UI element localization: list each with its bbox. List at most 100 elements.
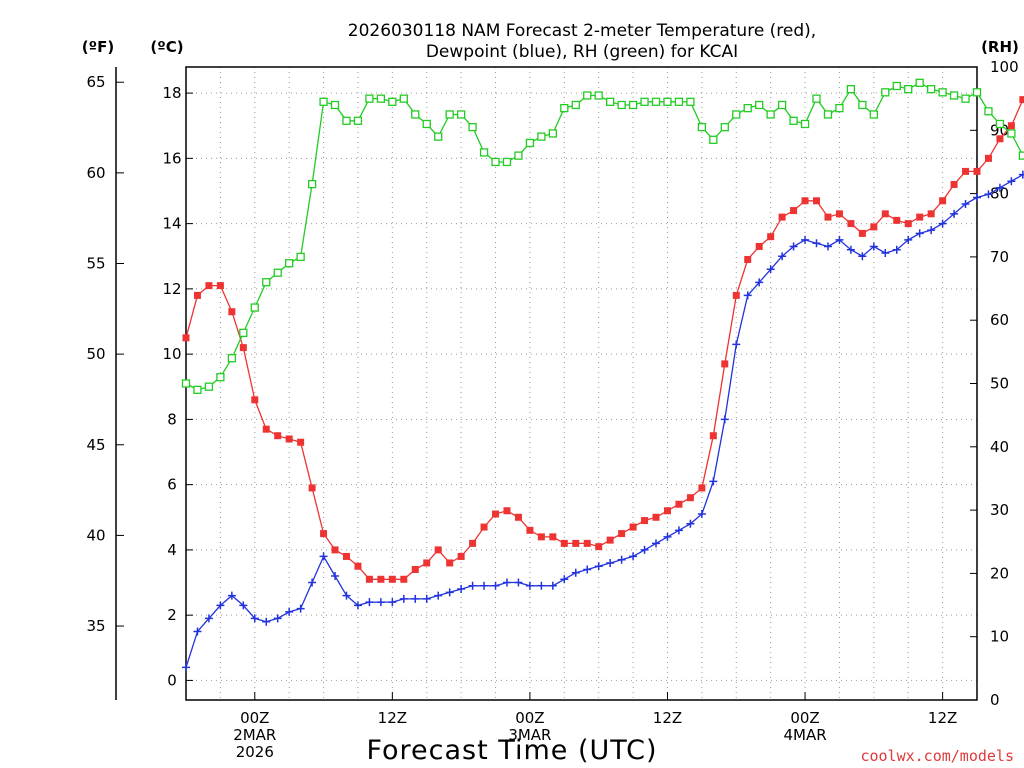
dewpoint-point bbox=[525, 581, 534, 590]
2-meter-temperature-point bbox=[698, 484, 706, 492]
dewpoint-point bbox=[743, 291, 752, 300]
x-tick-label: 12Z bbox=[378, 709, 407, 727]
dewpoint-point bbox=[801, 235, 810, 244]
dewpoint-point bbox=[892, 245, 901, 254]
rh-tick-label: 70 bbox=[990, 248, 1009, 266]
2-meter-temperature-point bbox=[709, 432, 717, 440]
rh-point bbox=[388, 97, 397, 106]
dewpoint-point bbox=[399, 594, 408, 603]
rh-point bbox=[434, 132, 443, 141]
2-meter-temperature-point bbox=[916, 213, 924, 221]
rh-tick-label: 40 bbox=[990, 438, 1009, 456]
rh-point bbox=[307, 179, 317, 189]
rh-point bbox=[904, 85, 913, 94]
rh-point bbox=[1007, 129, 1016, 138]
dewpoint-point bbox=[319, 552, 328, 561]
rh-point bbox=[628, 100, 638, 110]
rh-point bbox=[239, 328, 248, 338]
rh-point bbox=[583, 91, 592, 100]
dewpoint-point bbox=[262, 617, 271, 626]
dewpoint-point bbox=[480, 581, 489, 590]
dewpoint-point bbox=[663, 532, 672, 541]
dewpoint-point bbox=[296, 604, 305, 613]
rh-point bbox=[812, 94, 821, 103]
2-meter-temperature-point bbox=[641, 517, 649, 525]
2-meter-temperature-point bbox=[297, 438, 305, 446]
dewpoint-point bbox=[927, 226, 936, 235]
2-meter-temperature-point bbox=[618, 530, 626, 538]
dewpoint-point bbox=[950, 209, 959, 218]
dewpoint-point bbox=[823, 242, 832, 251]
dewpoint-point bbox=[995, 183, 1004, 192]
2-meter-temperature-point bbox=[939, 197, 947, 205]
rh-point bbox=[479, 148, 489, 157]
dewpoint-point bbox=[629, 552, 638, 561]
rh-tick-label: 10 bbox=[990, 628, 1009, 646]
rh-point bbox=[651, 97, 661, 106]
2-meter-temperature-point bbox=[572, 539, 580, 547]
x-tick-label: 4MAR bbox=[783, 726, 826, 744]
rh-point bbox=[915, 78, 924, 87]
chart-title-line-2: Dewpoint (blue), RH (green) for KCAI bbox=[426, 42, 738, 62]
2-meter-temperature-point bbox=[813, 197, 821, 205]
series-rh bbox=[181, 78, 1024, 394]
2-meter-temperature-point bbox=[835, 210, 843, 218]
fahrenheit-tick-label: 60 bbox=[86, 164, 105, 182]
2-meter-temperature-point bbox=[595, 543, 603, 551]
x-tick-label: 00Z bbox=[790, 709, 819, 727]
rh-point bbox=[777, 100, 787, 110]
rh-point bbox=[766, 110, 775, 119]
rh-point bbox=[353, 116, 363, 125]
2-meter-temperature-point bbox=[205, 282, 213, 290]
2-meter-temperature-point bbox=[469, 539, 477, 547]
dewpoint-point bbox=[445, 588, 454, 597]
rh-point bbox=[789, 116, 798, 125]
dewpoint-point bbox=[342, 591, 351, 600]
2-meter-temperature-point bbox=[583, 539, 591, 547]
fahrenheit-unit-label: (ºF) bbox=[82, 38, 114, 56]
2-meter-temperature-point bbox=[457, 552, 465, 560]
rh-tick-label: 90 bbox=[990, 121, 1009, 139]
2-meter-temperature-point bbox=[274, 432, 282, 440]
dewpoint-point bbox=[548, 581, 557, 590]
rh-point bbox=[376, 94, 386, 103]
rh-point bbox=[949, 91, 959, 100]
rh-tick-label: 80 bbox=[990, 185, 1009, 203]
rh-point bbox=[319, 97, 328, 106]
2-meter-temperature-point bbox=[973, 167, 981, 175]
rh-point bbox=[858, 100, 867, 110]
dewpoint-point bbox=[537, 581, 546, 590]
dewpoint-point bbox=[388, 598, 397, 607]
dewpoint-point bbox=[789, 242, 798, 251]
rh-point bbox=[456, 110, 466, 119]
2-meter-temperature-point bbox=[320, 530, 328, 538]
2-meter-temperature-point bbox=[285, 435, 293, 443]
rh-unit-label: (RH) bbox=[981, 38, 1019, 56]
2-meter-temperature-point bbox=[342, 552, 350, 560]
2-meter-temperature-point bbox=[480, 523, 488, 531]
fahrenheit-tick-label: 35 bbox=[86, 617, 105, 635]
rh-point bbox=[525, 138, 535, 148]
dewpoint-point bbox=[961, 200, 970, 209]
chart-title-line-1: 2026030118 NAM Forecast 2-meter Temperat… bbox=[348, 21, 816, 41]
2-meter-temperature-point bbox=[663, 507, 671, 515]
dewpoint-point bbox=[697, 510, 706, 519]
rh-point bbox=[342, 116, 351, 125]
2-meter-temperature-point bbox=[996, 135, 1004, 143]
rh-point bbox=[216, 373, 225, 382]
2-meter-temperature-point bbox=[686, 494, 694, 502]
dewpoint-point bbox=[606, 558, 615, 567]
dewpoint-point bbox=[766, 265, 775, 274]
2-meter-temperature-point bbox=[652, 513, 660, 521]
rh-point bbox=[984, 107, 993, 116]
dewpoint-point bbox=[583, 565, 592, 574]
fahrenheit-tick-label: 50 bbox=[86, 345, 105, 363]
rh-point bbox=[537, 132, 546, 141]
dewpoint-point bbox=[709, 477, 718, 486]
2-meter-temperature-point bbox=[400, 575, 408, 583]
celsius-tick-label: 4 bbox=[167, 541, 177, 559]
2-meter-temperature-point bbox=[308, 484, 316, 492]
rh-point bbox=[697, 122, 707, 132]
fahrenheit-tick-label: 55 bbox=[86, 254, 105, 272]
